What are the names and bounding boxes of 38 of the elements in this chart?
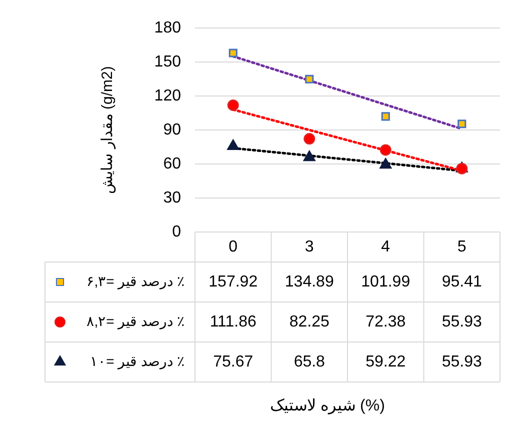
- y-tick-label: 150: [154, 53, 182, 70]
- data-label: 55.93: [442, 313, 482, 330]
- point: [227, 139, 240, 150]
- data-label: 55.93: [442, 353, 482, 370]
- point: [458, 120, 466, 128]
- point: [228, 48, 238, 58]
- x-tick-label: 4: [381, 238, 390, 256]
- data-label: 75.67: [213, 353, 254, 370]
- x-tick-label: 5: [457, 238, 466, 256]
- y-tick-label: 120: [154, 87, 182, 104]
- x-tick-label: 3: [304, 238, 314, 256]
- point: [304, 133, 316, 145]
- text: شیره لاستیک (%): [270, 397, 385, 414]
- data-label: 72.38: [366, 313, 406, 330]
- data-label: 65.8: [294, 353, 326, 370]
- x-tick-label: 0: [228, 238, 238, 256]
- point: [305, 74, 314, 84]
- data-label: 157.92: [208, 273, 258, 290]
- data-label: 82.25: [289, 313, 330, 330]
- legend-label: درصد قیر =۱۰ ٪: [90, 352, 185, 370]
- point: [380, 158, 392, 169]
- y-tick-label: 90: [163, 121, 182, 138]
- data-label: 101.99: [361, 273, 410, 290]
- data-label: 95.41: [442, 273, 482, 290]
- y-tick-label: 0: [172, 223, 182, 240]
- y-tick-label: 180: [154, 19, 182, 36]
- point: [303, 150, 316, 162]
- point: [227, 99, 239, 111]
- y-tick-label: 30: [163, 189, 182, 206]
- y-axis-title: مقدار سایش (g/m2): [99, 66, 116, 194]
- point: [381, 112, 390, 121]
- data-label: 59.22: [366, 353, 406, 370]
- y-tick-label: 60: [163, 155, 182, 172]
- point: [380, 144, 392, 156]
- legend-label: درصد قیر =۶,۳ ٪: [86, 272, 185, 290]
- data-label: 111.86: [210, 313, 257, 330]
- legend-label: درصد قیر =۸,۲ ٪: [86, 312, 185, 330]
- data-label: 134.89: [284, 273, 334, 290]
